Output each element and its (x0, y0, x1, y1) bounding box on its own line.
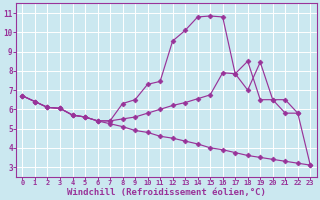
X-axis label: Windchill (Refroidissement éolien,°C): Windchill (Refroidissement éolien,°C) (67, 188, 266, 197)
